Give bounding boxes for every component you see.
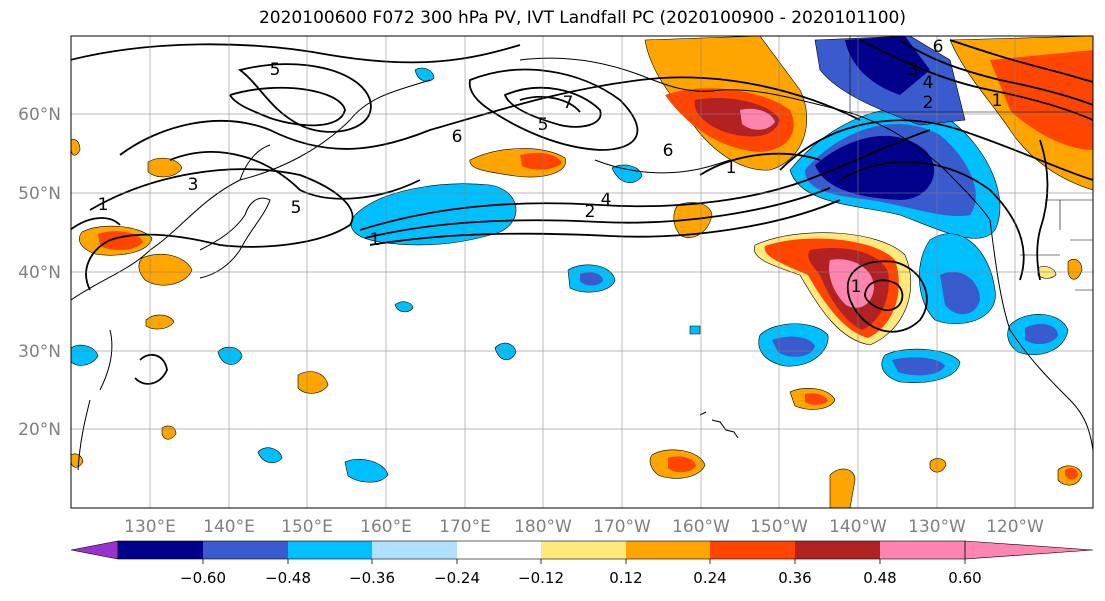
longitude-labels: 130°E 140°E 150°E 160°E 170°E 180°W 170°…	[124, 517, 1044, 537]
colorbar-tick-label: −0.24	[434, 569, 480, 587]
colorbar-tick-label: 0.48	[863, 569, 896, 587]
colorbar-tick-label: −0.60	[180, 569, 226, 587]
contour-label: 5	[291, 198, 302, 218]
longitude-label: 180°W	[514, 517, 572, 537]
colorbar-tick-label: −0.36	[349, 569, 395, 587]
colorbar-segment	[626, 541, 710, 559]
contour-label: 3	[188, 175, 199, 195]
colorbar-tick-label: 0.12	[609, 569, 642, 587]
colorbar-tick-label: 0.24	[693, 569, 726, 587]
longitude-label: 150°E	[281, 517, 333, 537]
colorbar-right-arrow	[964, 540, 1094, 560]
contour-label: 1	[851, 277, 862, 297]
contour-label: 6	[663, 141, 674, 161]
longitude-label: 170°E	[439, 517, 491, 537]
contour-label: 1	[726, 158, 737, 178]
contour-label: 2	[923, 93, 934, 113]
longitude-label: 170°W	[593, 517, 651, 537]
contour-label: 1	[992, 91, 1003, 111]
colorbar-tick-label: 0.60	[948, 569, 981, 587]
colorbar-segment	[118, 541, 203, 559]
pv-contours	[71, 39, 1093, 385]
longitude-label: 160°E	[360, 517, 412, 537]
colorbar-ticks	[202, 559, 966, 564]
graticule	[71, 36, 1093, 508]
contour-label: 7	[563, 93, 574, 113]
longitude-label: 130°W	[908, 517, 966, 537]
colorbar-segment	[795, 541, 880, 559]
contour-label: 5	[270, 60, 281, 80]
latitude-label: 20°N	[18, 420, 61, 440]
colorbar: −0.60 −0.48 −0.36 −0.24 −0.12 0.12 0.24 …	[70, 540, 1094, 587]
colorbar-segment	[288, 541, 372, 559]
longitude-label: 160°W	[672, 517, 730, 537]
colorbar-segment	[541, 541, 626, 559]
latitude-label: 30°N	[18, 342, 61, 362]
colorbar-segment	[880, 541, 965, 559]
map-frame	[70, 35, 1094, 509]
longitude-label: 140°E	[203, 517, 255, 537]
map-title: 2020100600 F072 300 hPa PV, IVT Landfall…	[258, 8, 906, 28]
latitude-label: 50°N	[18, 184, 61, 204]
longitude-label: 120°W	[986, 517, 1044, 537]
longitude-label: 150°W	[750, 517, 808, 537]
colorbar-tick-label: −0.12	[518, 569, 564, 587]
contour-label: 4	[923, 73, 934, 93]
colorbar-left-arrow	[70, 540, 119, 560]
contour-label: 6	[452, 127, 463, 147]
contour-label: 4	[601, 190, 612, 210]
colorbar-tick-labels: −0.60 −0.48 −0.36 −0.24 −0.12 0.12 0.24 …	[180, 569, 982, 587]
longitude-label: 140°W	[829, 517, 887, 537]
coastlines	[71, 57, 1093, 471]
contour-label: 6	[933, 37, 944, 57]
colorbar-segment	[710, 541, 795, 559]
colorbar-segment	[372, 541, 457, 559]
map-plot-area: 5 7 6 5 1 3 1 5 6 4 2 1 1 6 3 4 2 1	[71, 36, 1093, 508]
colorbar-tick-label: −0.48	[265, 569, 311, 587]
colorbar-outline	[117, 540, 966, 560]
colorbar-segment	[457, 541, 541, 559]
colorbar-tick-label: 0.36	[778, 569, 811, 587]
latitude-labels: 60°N 50°N 40°N 30°N 20°N	[18, 105, 61, 440]
contour-label: 3	[908, 60, 919, 80]
contour-label: 2	[585, 202, 596, 222]
political-borders	[849, 36, 1093, 291]
contour-label: 1	[98, 195, 109, 215]
colorbar-segment	[203, 541, 288, 559]
latitude-label: 40°N	[18, 263, 61, 283]
latitude-label: 60°N	[18, 105, 61, 125]
contour-label: 1	[370, 230, 381, 250]
longitude-label: 130°E	[124, 517, 176, 537]
